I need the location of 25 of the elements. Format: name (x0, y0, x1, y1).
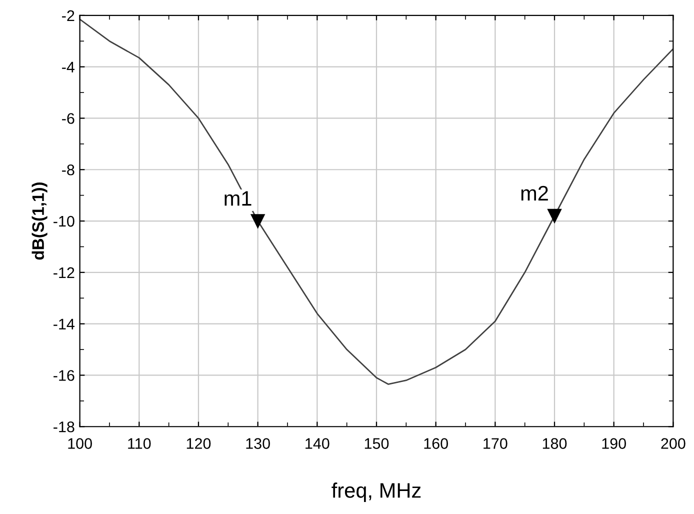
y-tick-label: -16 (54, 370, 74, 381)
x-tick-label: 100 (68, 438, 92, 449)
x-tick-label: 150 (364, 438, 389, 449)
y-tick-label: -4 (62, 62, 75, 72)
y-tick-label: -14 (54, 318, 75, 330)
y-tick-label: -10 (54, 216, 74, 227)
y-axis-title: dB(S(1,1)) (32, 182, 48, 260)
x-tick-label: 130 (246, 438, 270, 449)
x-tick-label: 200 (661, 438, 686, 449)
x-tick-label: 170 (484, 438, 508, 449)
y-tick-label: -8 (62, 164, 74, 176)
x-tick-label: 110 (128, 438, 151, 449)
x-tick-label: 140 (306, 438, 330, 449)
x-tick-label: 120 (186, 438, 211, 449)
x-tick-label: 190 (602, 438, 626, 449)
y-tick-label: -18 (54, 421, 74, 432)
x-axis-title: freq, MHz (332, 482, 421, 502)
annotation: m1 (224, 191, 252, 206)
annotation: m2 (521, 186, 548, 200)
x-tick-label: 160 (424, 438, 448, 449)
x-tick-label: 180 (542, 438, 567, 449)
y-tick-label: -6 (62, 113, 74, 124)
y-tick-label: -2 (62, 10, 74, 21)
y-tick-label: -12 (54, 267, 74, 278)
line-series (80, 18, 674, 385)
